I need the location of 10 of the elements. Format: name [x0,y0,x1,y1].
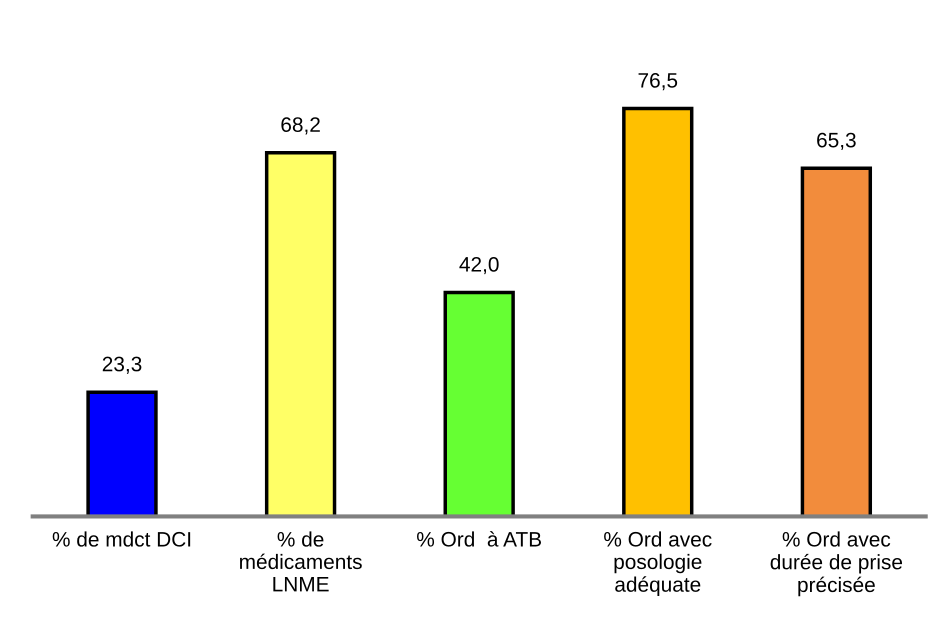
x-tick-label: % Ord avec posologie adéquate [604,531,712,596]
x-tick-label: % de médicaments LNME [240,531,362,592]
data-label: 42,0 [459,256,499,274]
data-label: 76,5 [638,72,678,90]
x-tick-label: % Ord avec durée de prise précisée [770,531,902,596]
x-tick-label: % de mdct DCI [52,531,190,547]
x-tick-label: % Ord à ATB [417,531,542,547]
data-label: 23,3 [102,356,142,374]
data-label: 65,3 [817,132,856,150]
data-label: 68,2 [281,117,320,134]
